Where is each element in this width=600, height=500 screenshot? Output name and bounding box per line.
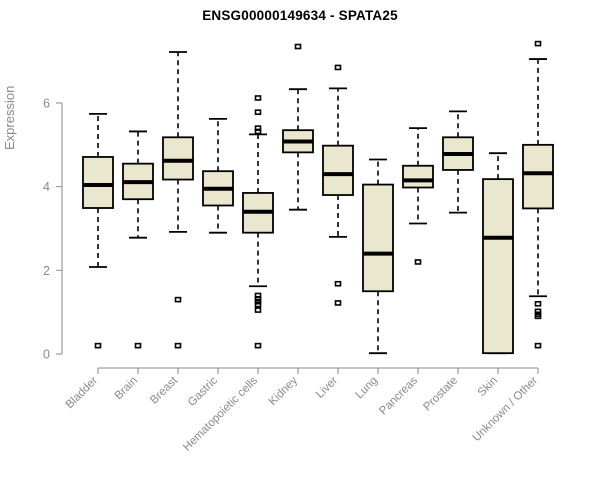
y-axis-tick-label: 4 — [43, 180, 50, 194]
boxplot-group — [402, 127, 434, 265]
outlier-point — [254, 298, 262, 305]
outlier-point — [254, 342, 262, 349]
box-iqr — [522, 143, 554, 210]
outlier-point — [334, 64, 342, 71]
outlier-point — [534, 308, 542, 315]
boxplot-group — [362, 158, 394, 355]
y-axis-tick-label: 0 — [43, 348, 50, 362]
boxplot-group — [282, 43, 314, 211]
outlier-point — [534, 40, 542, 47]
page-title: ENSG00000149634 - SPATA25 — [202, 8, 398, 23]
box-iqr — [82, 156, 114, 209]
outlier-point — [254, 109, 262, 116]
boxplot-group — [322, 64, 354, 306]
x-axis-tick-label: Brain — [113, 375, 140, 402]
outlier-point — [334, 300, 342, 306]
outlier-point — [414, 259, 422, 265]
outlier-point — [134, 342, 142, 349]
y-axis: 0 2 4 6 — [43, 97, 63, 362]
boxplot-group — [242, 95, 274, 349]
outlier-point — [294, 43, 302, 50]
x-axis-tick-label: Gastric — [186, 374, 220, 408]
outlier-point — [174, 296, 182, 303]
outlier-point — [534, 342, 542, 349]
outlier-point — [254, 307, 262, 313]
x-axis-tick-label: Bladder — [64, 375, 101, 412]
x-axis-tick-label: Kidney — [267, 374, 301, 408]
outlier-point — [254, 95, 262, 101]
outlier-point — [254, 128, 262, 135]
box-iqr — [162, 136, 194, 181]
outlier-point — [334, 280, 342, 287]
outlier-point — [94, 342, 102, 349]
boxplot-group — [202, 117, 234, 234]
y-axis-tick-label: 6 — [43, 97, 50, 111]
boxplot-group — [522, 40, 554, 349]
outlier-point — [254, 301, 262, 308]
boxplot-group — [82, 112, 114, 349]
outlier-point — [254, 295, 262, 302]
x-axis-tick-label: Breast — [148, 374, 181, 407]
x-axis-tick-label: Hematopoietic cells — [181, 374, 260, 453]
outlier-point — [534, 313, 542, 320]
boxplot-group — [442, 110, 474, 214]
boxplot-group — [162, 51, 194, 349]
box-iqr — [362, 183, 394, 293]
box-iqr — [402, 164, 434, 189]
y-axis-tick-label: 2 — [43, 264, 50, 278]
x-axis-tick-label: Prostate — [421, 375, 460, 414]
x-axis-tick-label: Lung — [354, 375, 381, 402]
x-axis-tick-label: Skin — [476, 375, 500, 399]
boxplot-group — [122, 130, 154, 349]
outlier-point — [534, 300, 542, 307]
box-iqr — [322, 144, 354, 196]
boxplot-group — [482, 152, 514, 355]
x-axis-tick-label: Liver — [314, 375, 340, 401]
outlier-point — [174, 342, 182, 349]
box-iqr — [482, 178, 514, 355]
x-axis-tick-label: Pancreas — [377, 374, 420, 417]
